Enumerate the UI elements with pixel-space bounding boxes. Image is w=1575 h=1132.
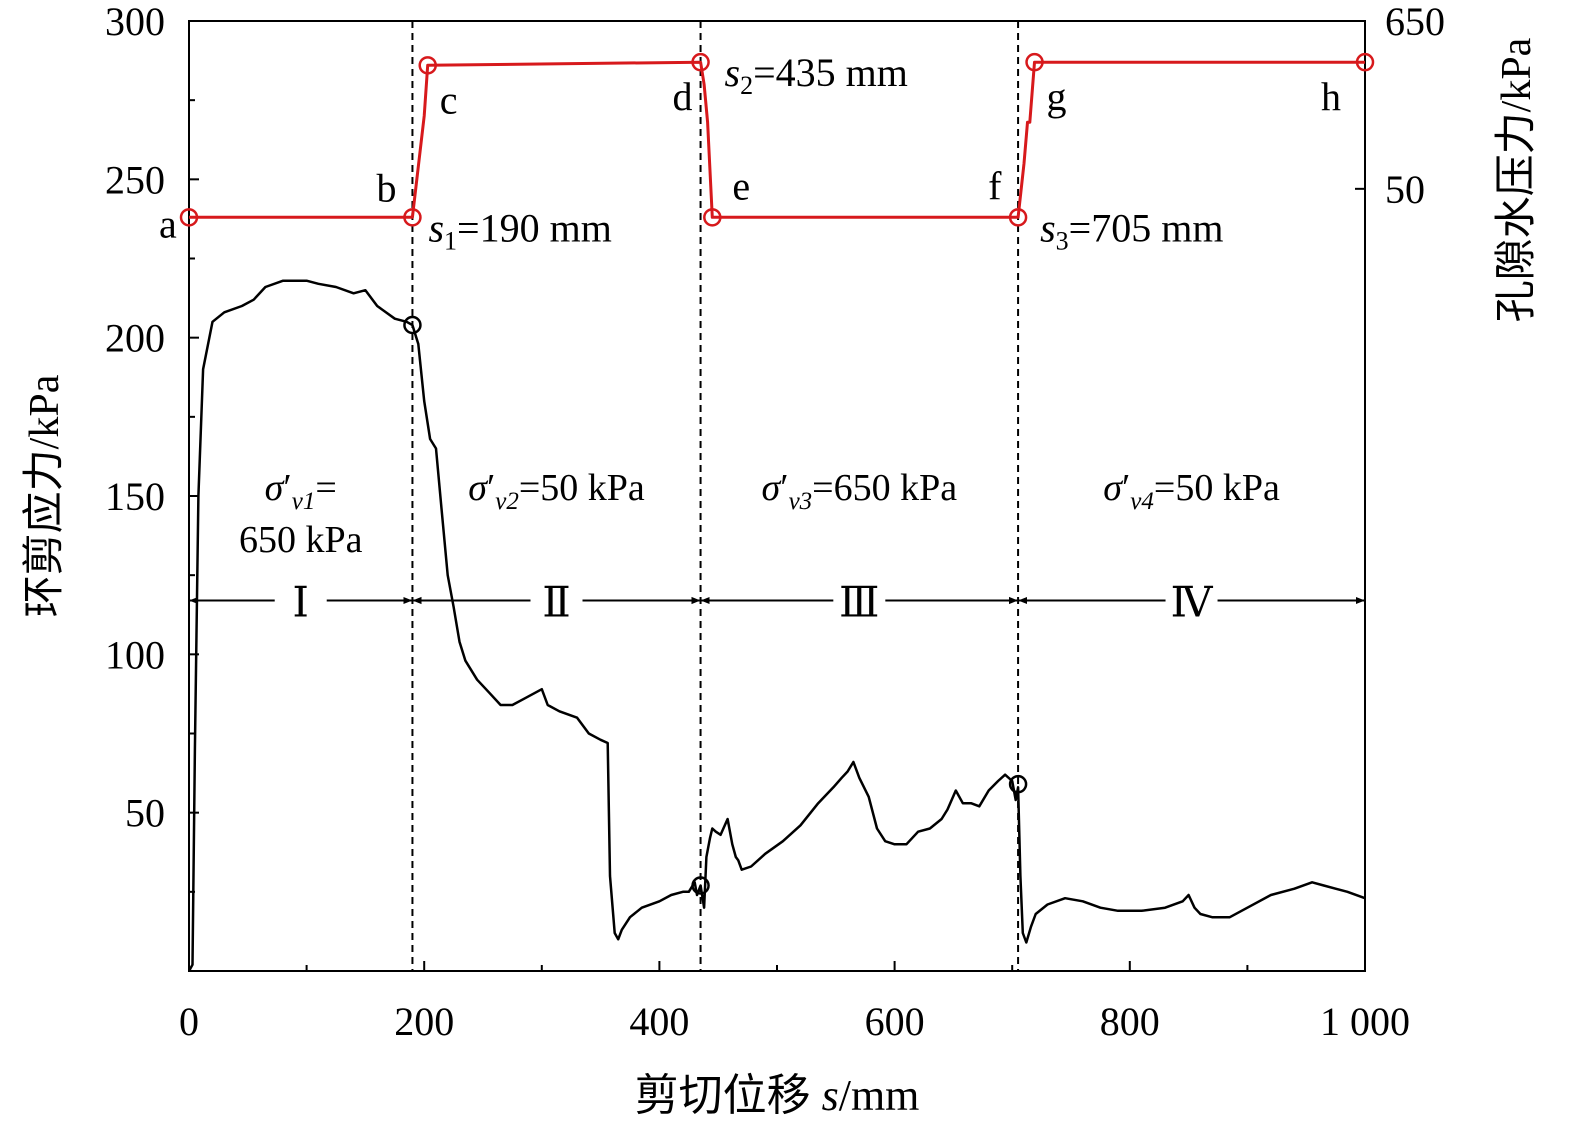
pore_pressure-marker [403,208,422,227]
y-left-tick-label: 200 [105,316,165,361]
point-label-g: g [1047,74,1067,119]
stage-stress-value: 650 kPa [239,519,363,561]
y-axis-left: 50 100 150 200 250 300 [105,0,199,893]
stage-stress-eq: =650 kPa [812,467,957,509]
x-tick-label: 200 [394,999,454,1044]
stage-stress-sigma: σ [1103,467,1123,509]
stage-stress-sigma: σ [762,467,782,509]
pore_pressure-marker [418,56,437,75]
boundary-label-value: =435 mm [753,50,908,95]
boundary-label-sub: 2 [740,71,753,100]
y-axis-right: 50 650 [1355,0,1445,212]
y-left-tick-label: 300 [105,0,165,44]
stage-stress-label: σ′v3=650 kPa [762,467,958,515]
boundary-label-sub: 3 [1056,226,1069,255]
pore_pressure-marker [1025,52,1044,72]
x-tick-label: 0 [179,999,199,1044]
phase-boundary-lines [411,21,1020,971]
y-left-tick-label: 150 [105,474,165,519]
stage-stress-sub: v2 [495,488,519,515]
shear_stress-line [187,279,1366,972]
stage-stress-sigma: σ [468,467,488,509]
stage-stress-label: σ′v1= [265,467,337,515]
point-label-c: c [440,77,458,122]
stage-numeral: Ⅰ [292,581,309,627]
stage-stress-sub: v3 [789,488,813,515]
pore_pressure-marker [691,52,710,72]
stage-stress-eq: = [315,467,336,509]
y-left-tick-label: 50 [125,791,165,836]
boundary-label-var: s [428,205,444,250]
pore_pressure-marker [1355,52,1375,72]
pore_pressure-marker [179,208,199,227]
stage-stress-sub: v4 [1130,488,1154,515]
stage-stress-sub: v1 [292,488,316,515]
stage-arrows: Ⅰ Ⅱ Ⅲ Ⅳ [189,581,1365,627]
shear_stress-marker [1008,774,1028,794]
point-label-h: h [1321,74,1341,119]
shear_stress-marker [403,315,422,335]
boundary-label-var: s [725,50,741,95]
x-axis-title-prefix: 剪切位移 [635,1071,822,1120]
pore_pressure-marker [703,208,722,227]
boundary-label-value: =190 mm [457,205,612,250]
boundary-label-value: =705 mm [1069,205,1224,250]
x-axis-title-suffix: /mm [839,1071,920,1120]
x-axis: 0 200 400 600 800 1 000 [179,961,1410,1044]
x-axis-title-var: s [822,1071,839,1120]
stage-stress-prime: ′ [487,467,495,509]
stage-numeral: Ⅱ [542,581,571,627]
series-layer [187,60,1366,972]
boundary-label: s3=705 mm [1040,205,1223,255]
stage-stress-prime: ′ [780,467,788,509]
x-tick-label: 1 000 [1320,999,1410,1044]
point-label-a: a [159,201,177,246]
x-tick-label: 400 [629,999,689,1044]
shear_stress-marker [691,876,710,895]
y-left-axis-title: 环剪应力/kPa [21,374,68,617]
stage-stress-label: σ′v2=50 kPa [468,467,645,515]
stage-stress-eq: =50 kPa [1154,467,1280,509]
stage-stress-sigma: σ [265,467,285,509]
boundary-label-var: s [1040,205,1056,250]
y-left-tick-label: 250 [105,157,165,202]
x-tick-label: 800 [1100,999,1160,1044]
point-label-d: d [673,74,693,119]
y-left-tick-label: 100 [105,632,165,677]
y-right-axis-title: 孔隙水压力/kPa [1494,37,1540,322]
point-label-f: f [988,163,1002,208]
point-label-b: b [376,165,396,210]
y-right-tick-label: 650 [1385,0,1445,44]
marker-layer: a bc de fg h [159,52,1375,895]
pore_pressure-line [189,60,1365,219]
stage-numeral: Ⅲ [839,581,880,627]
x-tick-label: 600 [865,999,925,1044]
stage-stress-prime: ′ [1122,467,1130,509]
stage-stress-label: σ′v4=50 kPa [1103,467,1280,515]
pore_pressure-marker [1008,208,1028,227]
axis-titles: 剪切位移 s/mm 环剪应力/kPa 孔隙水压力/kPa [21,37,1540,1120]
stage-stress-eq: =50 kPa [519,467,645,509]
boundary-label: s2=435 mm [725,50,908,100]
stage-numeral: Ⅳ [1171,581,1214,627]
boundary-label-sub: 1 [444,226,457,255]
boundary-label: s1=190 mm [428,205,611,255]
x-axis-title: 剪切位移 s/mm [635,1071,920,1120]
y-right-tick-label: 50 [1385,167,1425,212]
stage-stress-prime: ′ [283,467,291,509]
point-label-e: e [732,163,750,208]
